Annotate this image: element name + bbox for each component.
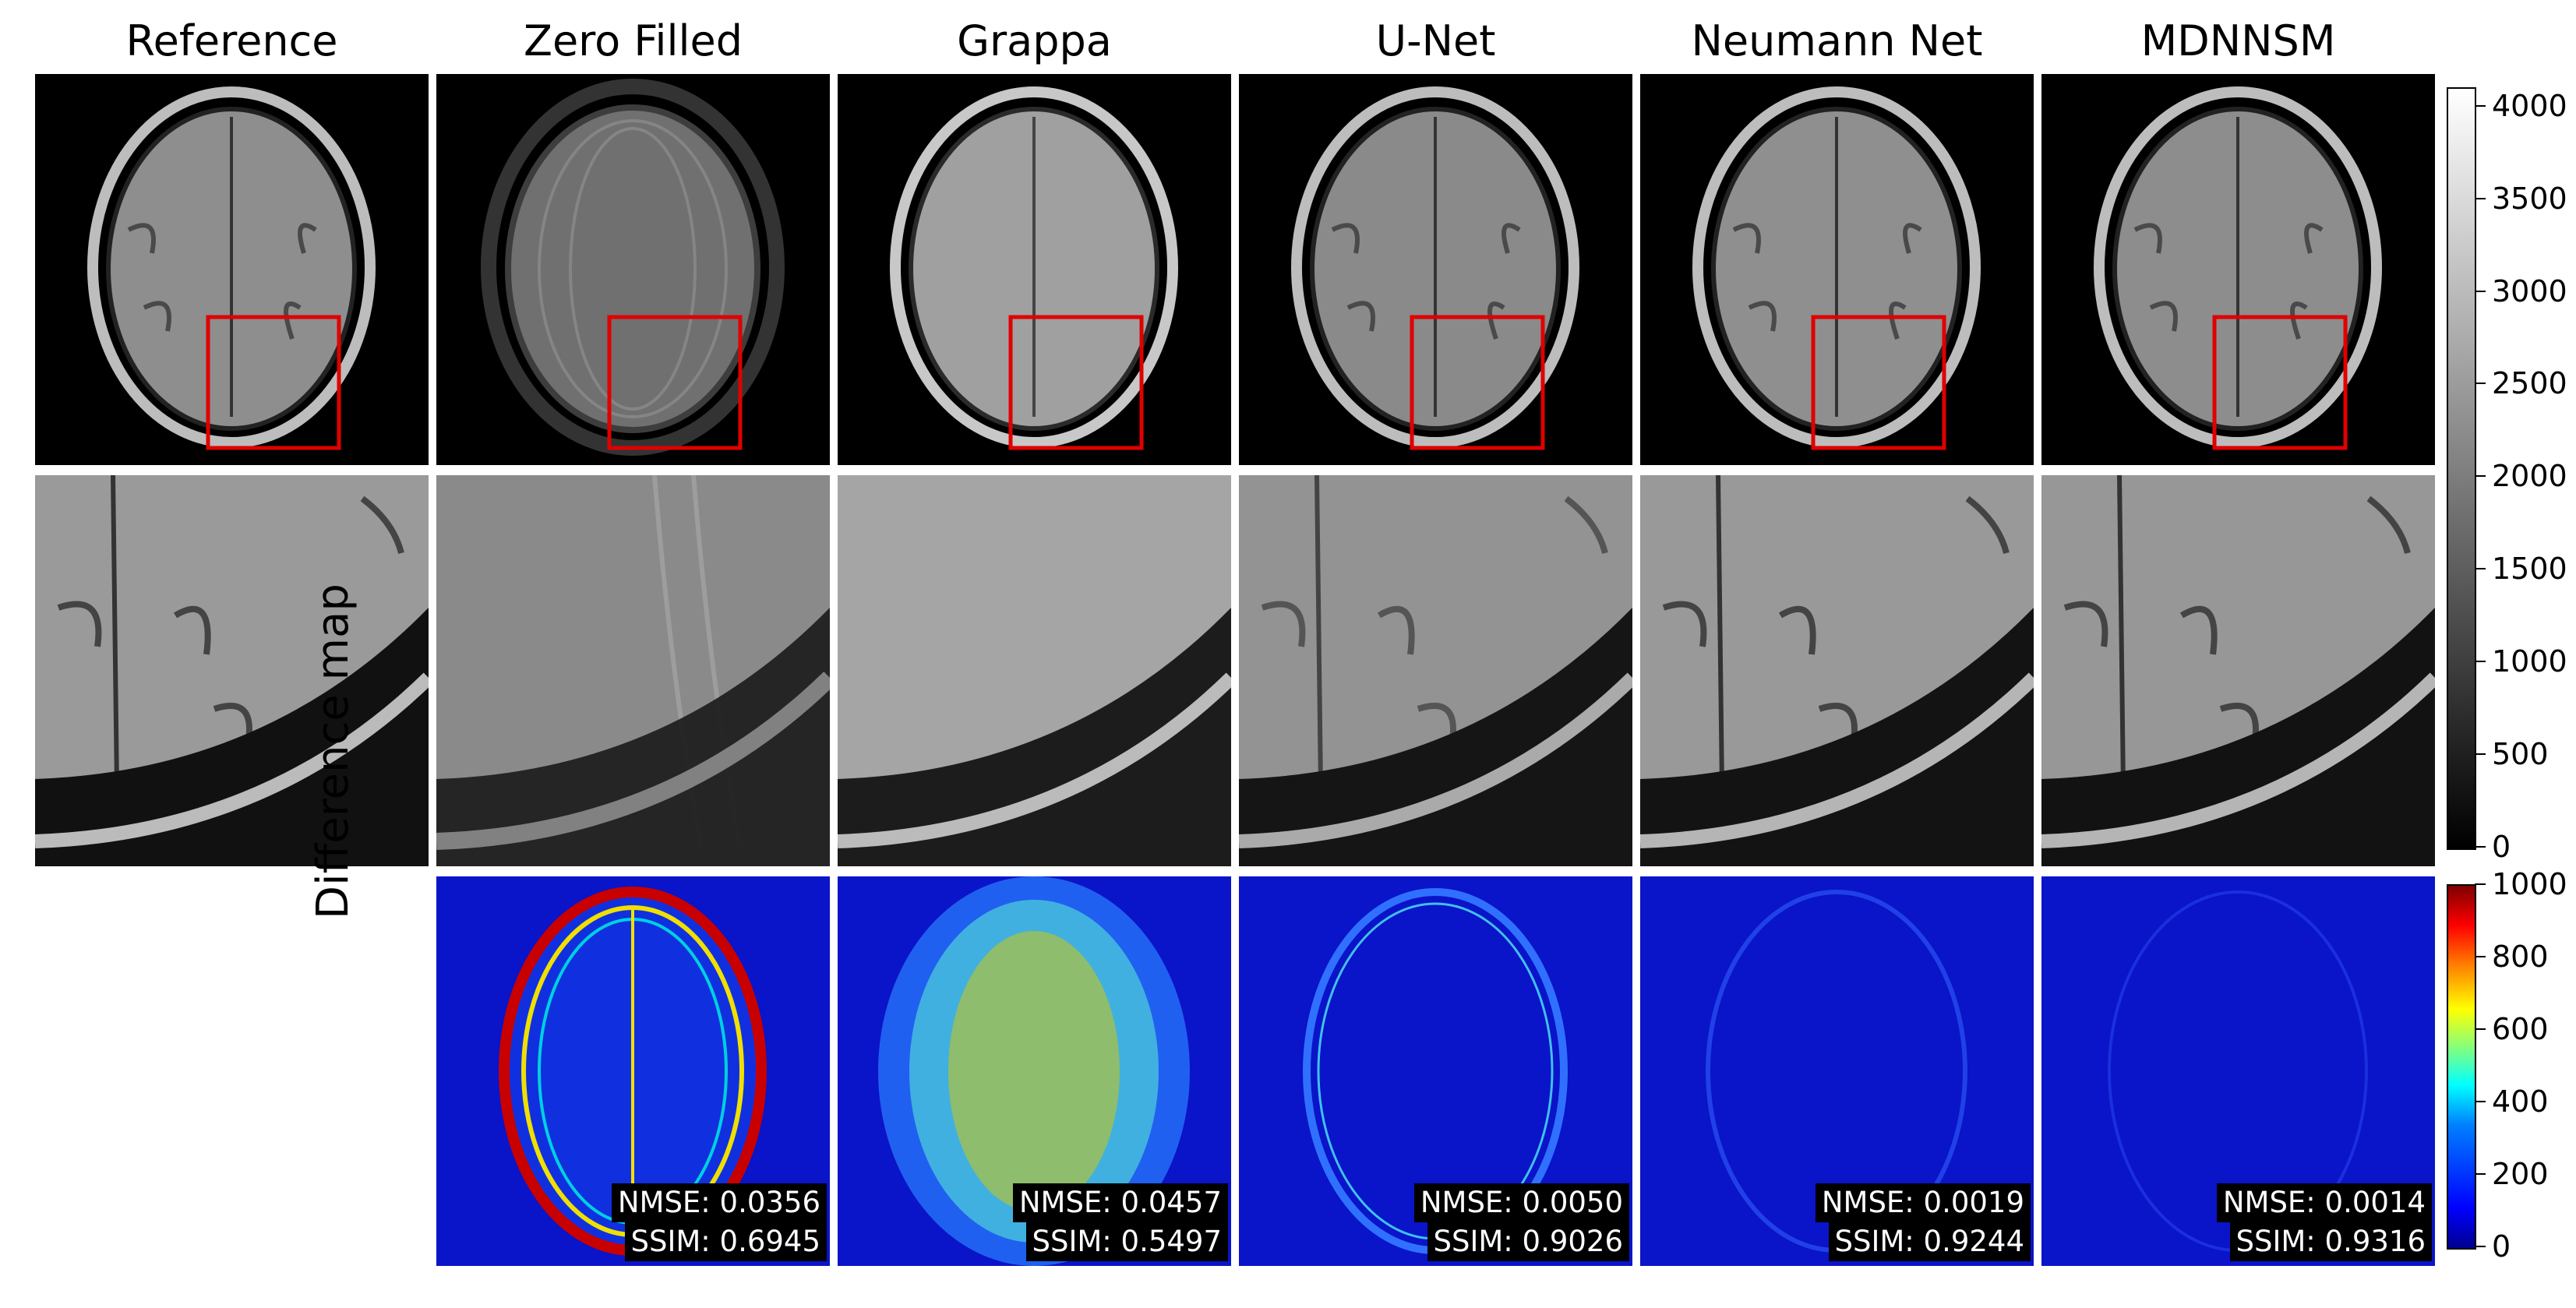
- difference-colorbar-tick-mark: [2475, 883, 2486, 885]
- difference-map-zero-filled: NMSE: 0.0356 SSIM: 0.6945: [436, 876, 830, 1266]
- grayscale-colorbar-tick-mark: [2475, 568, 2486, 570]
- brain-slice-grappa: [838, 74, 1231, 465]
- difference-colorbar-tick-mark: [2475, 1246, 2486, 1247]
- difference-colorbar-tick-label: 600: [2492, 1012, 2549, 1046]
- column-title-reference: Reference: [125, 16, 338, 65]
- column-title-mdnnsm: MDNNSM: [2140, 16, 2336, 65]
- brain-slice-zero-filled: [436, 74, 830, 465]
- zoom-crop-neumann-net: [1640, 475, 2034, 866]
- difference-colorbar-ticks: 0 200 400 600 800 1000: [2475, 869, 2568, 1262]
- ssim-value: SSIM: 0.6945: [624, 1222, 827, 1261]
- ssim-value: SSIM: 0.9316: [2229, 1222, 2432, 1261]
- grayscale-colorbar-tick-mark: [2475, 753, 2486, 756]
- nmse-value: NMSE: 0.0019: [1815, 1183, 2031, 1222]
- difference-colorbar-tick-mark: [2475, 1101, 2486, 1102]
- zoom-crop-grappa: [838, 475, 1231, 866]
- grayscale-colorbar-tick-mark: [2475, 383, 2486, 385]
- grayscale-colorbar-tick-label: 3000: [2492, 273, 2567, 308]
- column-title-grappa: Grappa: [957, 16, 1112, 65]
- difference-map-grappa: NMSE: 0.0457 SSIM: 0.5497: [838, 876, 1231, 1266]
- difference-map-mdnnsm: NMSE: 0.0014 SSIM: 0.9316: [2041, 876, 2435, 1266]
- brain-slice-reference: [35, 74, 429, 465]
- difference-colorbar-tick-label: 0: [2492, 1229, 2511, 1264]
- grayscale-colorbar-tick-mark: [2475, 290, 2486, 292]
- grayscale-colorbar-tick-label: 2500: [2492, 366, 2567, 401]
- grayscale-colorbar-ticks: 0 500 1000 1500 2000 2500 3000 3500 4000: [2475, 87, 2568, 862]
- grayscale-colorbar-tick-label: 1500: [2492, 552, 2567, 587]
- difference-colorbar: [2447, 884, 2476, 1250]
- ssim-value: SSIM: 0.9026: [1427, 1222, 1629, 1261]
- difference-colorbar-tick-label: 800: [2492, 940, 2549, 974]
- column-title-neumann-net: Neumann Net: [1691, 16, 1983, 65]
- ssim-value: SSIM: 0.5497: [1025, 1222, 1228, 1261]
- grayscale-colorbar-tick-mark: [2475, 104, 2486, 107]
- grayscale-colorbar: [2447, 87, 2476, 850]
- grayscale-colorbar-tick-mark: [2475, 197, 2486, 199]
- grayscale-colorbar-tick-mark: [2475, 846, 2486, 848]
- nmse-value: NMSE: 0.0356: [611, 1183, 827, 1222]
- difference-colorbar-tick-label: 200: [2492, 1157, 2549, 1191]
- difference-map-neumann-net: NMSE: 0.0019 SSIM: 0.9244: [1640, 876, 2034, 1266]
- difference-map-unet: NMSE: 0.0050 SSIM: 0.9026: [1239, 876, 1632, 1266]
- zoom-crop-zero-filled: [436, 475, 830, 866]
- zoom-crop-unet: [1239, 475, 1632, 866]
- difference-colorbar-tick-mark: [2475, 956, 2486, 957]
- brain-slice-unet: [1239, 74, 1632, 465]
- column-title-unet: U-Net: [1375, 16, 1496, 65]
- grayscale-colorbar-tick-label: 500: [2492, 737, 2549, 772]
- zoom-crop-mdnnsm: [2041, 475, 2435, 866]
- grayscale-colorbar-tick-label: 2000: [2492, 459, 2567, 494]
- difference-map-row-label: Difference map: [308, 583, 358, 919]
- grayscale-colorbar-tick-label: 4000: [2492, 88, 2567, 123]
- grayscale-colorbar-tick-label: 3500: [2492, 181, 2567, 216]
- zoom-crop-reference: [35, 475, 429, 866]
- grayscale-colorbar-tick-mark: [2475, 661, 2486, 663]
- column-title-zero-filled: Zero Filled: [523, 16, 743, 65]
- grayscale-colorbar-tick-label: 0: [2492, 830, 2511, 864]
- brain-slice-neumann-net: [1640, 74, 2034, 465]
- grayscale-colorbar-tick-label: 1000: [2492, 644, 2567, 679]
- grayscale-colorbar-tick-mark: [2475, 475, 2486, 478]
- difference-colorbar-tick-mark: [2475, 1173, 2486, 1175]
- difference-colorbar-tick-mark: [2475, 1028, 2486, 1030]
- ssim-value: SSIM: 0.9244: [1828, 1222, 2031, 1261]
- brain-slice-mdnnsm: [2041, 74, 2435, 465]
- difference-colorbar-tick-label: 1000: [2492, 867, 2567, 901]
- nmse-value: NMSE: 0.0050: [1413, 1183, 1629, 1222]
- difference-colorbar-tick-label: 400: [2492, 1084, 2549, 1119]
- nmse-value: NMSE: 0.0457: [1012, 1183, 1228, 1222]
- nmse-value: NMSE: 0.0014: [2216, 1183, 2432, 1222]
